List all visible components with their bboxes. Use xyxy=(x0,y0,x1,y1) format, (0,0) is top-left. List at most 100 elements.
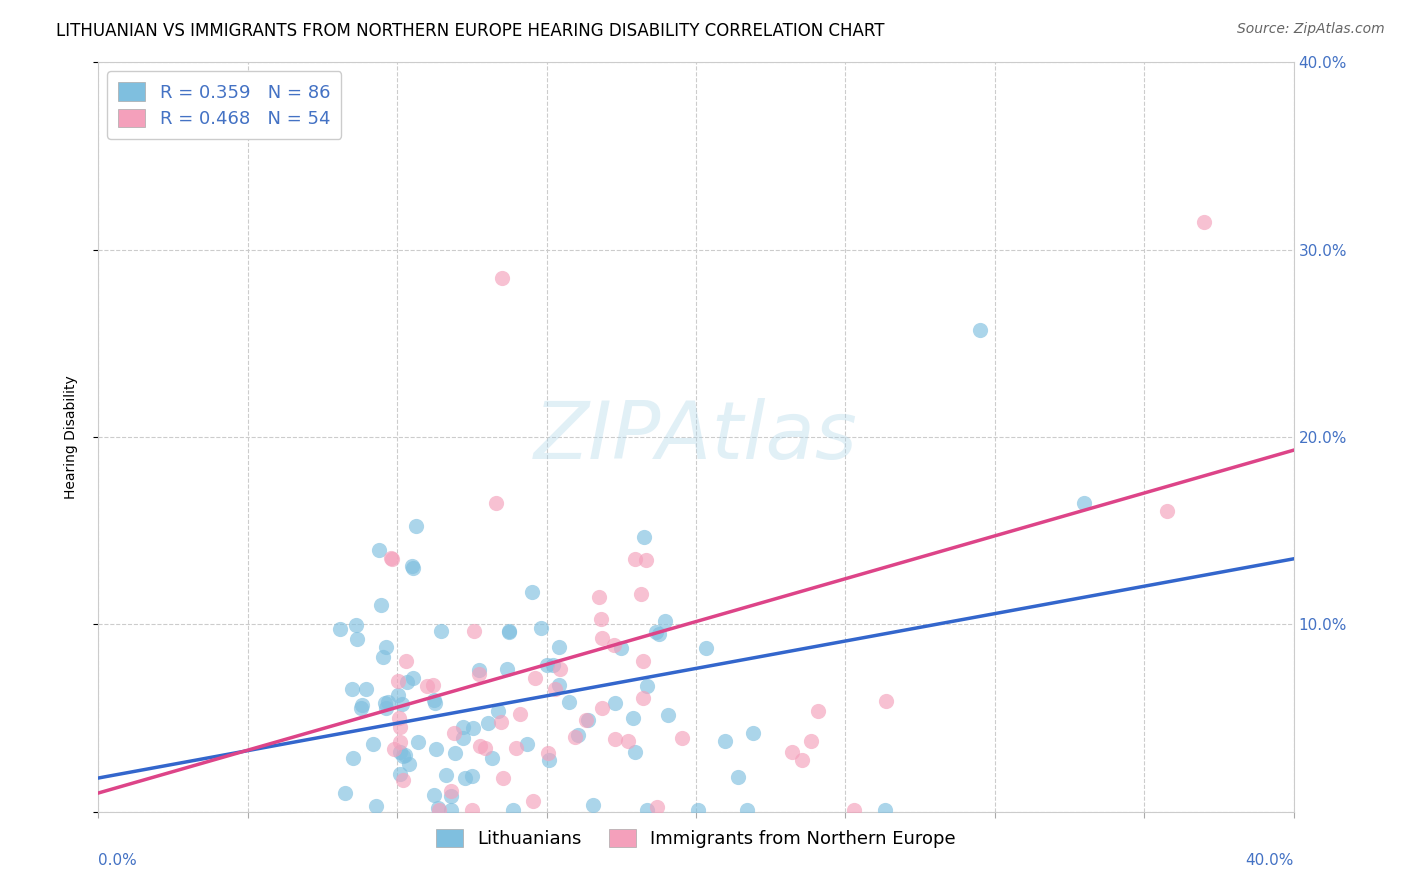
Point xyxy=(737,803,759,817)
Point xyxy=(591,701,613,715)
Point xyxy=(564,730,586,744)
Point xyxy=(380,551,402,566)
Point xyxy=(537,746,560,760)
Point xyxy=(502,803,524,817)
Legend: Lithuanians, Immigrants from Northern Europe: Lithuanians, Immigrants from Northern Eu… xyxy=(429,822,963,855)
Point xyxy=(1192,214,1215,228)
Point xyxy=(474,741,496,756)
Point xyxy=(422,677,444,691)
Point xyxy=(344,618,367,632)
Point xyxy=(605,697,627,711)
Point xyxy=(780,745,803,759)
Point xyxy=(491,271,513,285)
Point xyxy=(492,771,515,785)
Point xyxy=(576,713,599,727)
Point xyxy=(621,711,644,725)
Point xyxy=(423,696,446,710)
Point xyxy=(461,803,484,817)
Text: Source: ZipAtlas.com: Source: ZipAtlas.com xyxy=(1237,22,1385,37)
Point xyxy=(547,640,569,654)
Point xyxy=(588,591,610,605)
Point xyxy=(624,745,647,759)
Point xyxy=(394,654,416,668)
Point xyxy=(538,753,561,767)
Point xyxy=(516,738,538,752)
Point xyxy=(645,800,668,814)
Point xyxy=(402,672,425,686)
Point xyxy=(634,552,657,566)
Point xyxy=(477,716,499,731)
Point xyxy=(398,756,420,771)
Point xyxy=(340,681,363,696)
Point xyxy=(657,708,679,723)
Point xyxy=(541,658,564,673)
Point xyxy=(470,739,492,754)
Point xyxy=(370,598,392,612)
Point xyxy=(375,640,398,655)
Point xyxy=(842,803,865,817)
Point xyxy=(440,784,463,798)
Point xyxy=(496,662,519,676)
Point xyxy=(387,673,409,688)
Point xyxy=(423,789,446,803)
Point xyxy=(375,701,398,715)
Point xyxy=(451,731,474,746)
Point xyxy=(522,794,544,808)
Point xyxy=(489,715,512,730)
Y-axis label: Hearing Disability: Hearing Disability xyxy=(63,376,77,499)
Point xyxy=(807,704,830,718)
Point xyxy=(610,640,633,655)
Point xyxy=(426,801,449,815)
Point xyxy=(547,677,569,691)
Text: 40.0%: 40.0% xyxy=(1246,853,1294,868)
Point xyxy=(440,789,463,804)
Point xyxy=(617,734,640,748)
Text: ZIPAtlas: ZIPAtlas xyxy=(534,398,858,476)
Point xyxy=(522,585,544,599)
Point xyxy=(481,751,503,765)
Point xyxy=(875,694,897,708)
Point xyxy=(636,803,658,817)
Point xyxy=(509,706,531,721)
Point xyxy=(648,627,671,641)
Point xyxy=(463,624,485,639)
Point xyxy=(356,682,378,697)
Point xyxy=(468,663,491,677)
Point xyxy=(392,749,415,764)
Point xyxy=(695,640,717,655)
Point xyxy=(381,552,404,566)
Point xyxy=(671,731,693,745)
Point xyxy=(425,741,447,756)
Point xyxy=(875,803,897,817)
Point xyxy=(434,768,457,782)
Point xyxy=(536,658,558,673)
Point xyxy=(401,559,423,574)
Point xyxy=(329,622,352,636)
Point xyxy=(392,773,415,788)
Point xyxy=(391,697,413,711)
Point xyxy=(485,496,508,510)
Point xyxy=(443,725,465,739)
Point xyxy=(790,753,813,767)
Text: LITHUANIAN VS IMMIGRANTS FROM NORTHERN EUROPE HEARING DISABILITY CORRELATION CHA: LITHUANIAN VS IMMIGRANTS FROM NORTHERN E… xyxy=(56,22,884,40)
Point xyxy=(453,720,475,734)
Point xyxy=(505,741,527,756)
Point xyxy=(714,733,737,747)
Point xyxy=(389,720,412,734)
Point xyxy=(361,737,384,751)
Point xyxy=(603,638,626,652)
Point xyxy=(349,700,371,714)
Point xyxy=(582,798,605,813)
Point xyxy=(498,624,520,639)
Point xyxy=(444,746,467,760)
Point xyxy=(1156,504,1178,518)
Point xyxy=(654,614,676,628)
Point xyxy=(969,323,991,337)
Point xyxy=(636,679,658,693)
Point xyxy=(333,786,356,800)
Point xyxy=(388,767,411,781)
Point xyxy=(645,624,668,639)
Point xyxy=(382,742,405,756)
Point xyxy=(461,769,484,783)
Point xyxy=(530,621,553,635)
